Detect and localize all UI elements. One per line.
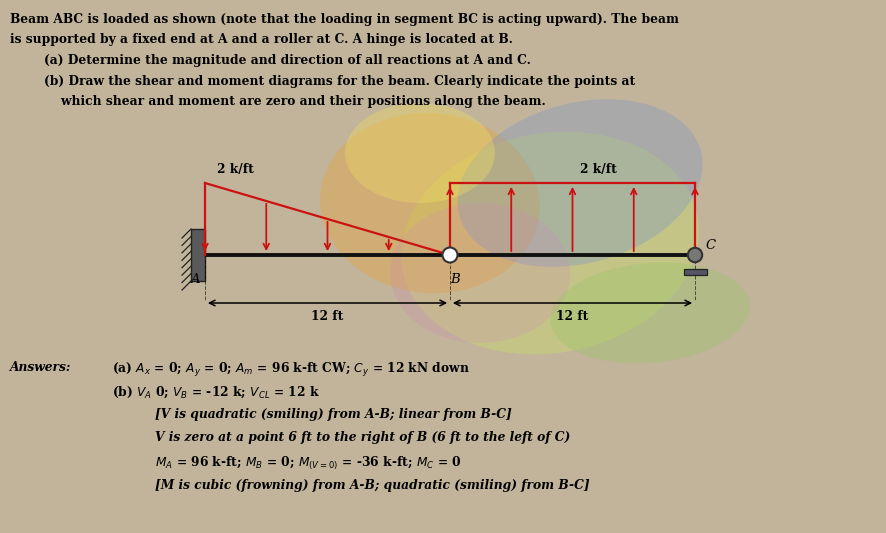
- Text: Beam ABC is loaded as shown (note that the loading in segment BC is acting upwar: Beam ABC is loaded as shown (note that t…: [10, 13, 679, 26]
- Text: which shear and moment are zero and their positions along the beam.: which shear and moment are zero and thei…: [10, 95, 545, 108]
- Ellipse shape: [549, 262, 749, 364]
- Text: 12 ft: 12 ft: [311, 310, 343, 323]
- Text: (b) Draw the shear and moment diagrams for the beam. Clearly indicate the points: (b) Draw the shear and moment diagrams f…: [10, 75, 634, 87]
- Text: Answers:: Answers:: [10, 361, 71, 374]
- Text: V is zero at a point 6 ft to the right of B (6 ft to the left of C): V is zero at a point 6 ft to the right o…: [155, 432, 570, 445]
- Text: [M is cubic (frowning) from A-B; quadratic (smiling) from B-C]: [M is cubic (frowning) from A-B; quadrat…: [155, 479, 589, 491]
- Ellipse shape: [457, 99, 702, 267]
- Text: [V is quadratic (smiling) from A-B; linear from B-C]: [V is quadratic (smiling) from A-B; line…: [155, 408, 511, 421]
- Ellipse shape: [400, 132, 698, 354]
- Circle shape: [442, 247, 457, 262]
- Ellipse shape: [320, 113, 540, 293]
- Text: is supported by a fixed end at A and a roller at C. A hinge is located at B.: is supported by a fixed end at A and a r…: [10, 34, 512, 46]
- Text: (b) $V_A$ 0; $V_B$ = -12 k; $V_{CL}$ = 12 k: (b) $V_A$ 0; $V_B$ = -12 k; $V_{CL}$ = 1…: [112, 384, 320, 400]
- Text: 12 ft: 12 ft: [556, 310, 588, 323]
- Text: B: B: [449, 273, 459, 286]
- Bar: [683, 269, 706, 275]
- Ellipse shape: [345, 103, 494, 203]
- Text: 2 k/ft: 2 k/ft: [217, 163, 253, 176]
- Text: (a) Determine the magnitude and direction of all reactions at A and C.: (a) Determine the magnitude and directio…: [10, 54, 531, 67]
- Text: (a) $A_x$ = 0; $A_y$ = 0; $A_m$ = 96 k-ft CW; $C_y$ = 12 kN down: (a) $A_x$ = 0; $A_y$ = 0; $A_m$ = 96 k-f…: [112, 361, 470, 379]
- Ellipse shape: [390, 203, 570, 343]
- Text: A: A: [190, 273, 199, 286]
- Circle shape: [687, 248, 702, 262]
- Text: C: C: [705, 239, 715, 252]
- Text: $M_A$ = 96 k-ft; $M_B$ = 0; $M_{(V=0)}$ = -36 k-ft; $M_C$ = 0: $M_A$ = 96 k-ft; $M_B$ = 0; $M_{(V=0)}$ …: [155, 455, 462, 472]
- Text: 2 k/ft: 2 k/ft: [579, 163, 617, 176]
- Bar: [190, 229, 205, 281]
